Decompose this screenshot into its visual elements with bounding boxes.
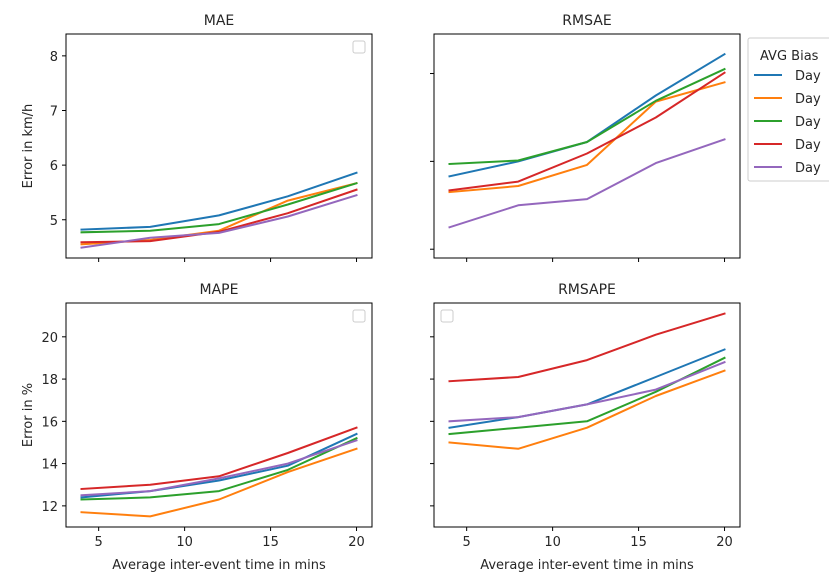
mape-title: MAPE: [200, 282, 239, 298]
rmsae-axes-frame: [433, 33, 741, 259]
mae-ytick-label: 5: [50, 214, 58, 229]
rmsape-xtick-label: 15: [630, 535, 647, 550]
rmsape-empty-legend: [440, 309, 454, 323]
mape-series-line-3: [80, 436, 358, 501]
rmsape-series-line-4: [448, 312, 726, 383]
mae-ytick-label: 6: [50, 159, 58, 174]
legend: AVG Bias Day Day Day Day Day: [747, 37, 829, 182]
rmsape-xlabel: Average inter-event time in mins: [480, 558, 694, 573]
mae-ylabel: Error in km/h: [21, 104, 36, 189]
legend-entry-label: Day: [795, 138, 821, 153]
mape-axes-frame: [65, 302, 373, 528]
mape-xlabel: Average inter-event time in mins: [112, 558, 326, 573]
rmsae-series-line-2: [448, 81, 726, 194]
rmsape-series-line-1: [448, 348, 726, 429]
rmsape-axes-frame: [433, 302, 741, 528]
subplot-mae: MAE 5 6 7 8 Error in km/h: [21, 13, 373, 262]
rmsape-xtick-label: 5: [463, 535, 471, 550]
mae-series-line-3: [80, 181, 358, 234]
mape-ytick-label: 14: [41, 458, 58, 473]
rmsape-series-line-2: [448, 369, 726, 450]
mape-series-line-2: [80, 447, 358, 518]
rmsae-series-line-5: [448, 138, 726, 229]
mape-xtick-label: 15: [262, 535, 279, 550]
rmsape-title: RMSAPE: [558, 282, 616, 298]
rmsape-series-line-3: [448, 356, 726, 436]
mae-series-line-5: [80, 193, 358, 249]
mape-ytick-label: 12: [41, 500, 58, 515]
rmsae-series-line-4: [448, 71, 726, 192]
legend-entry-label: Day: [795, 92, 821, 107]
legend-frame: [747, 37, 829, 182]
rmsae-title: RMSAE: [562, 13, 611, 29]
mape-xtick-label: 5: [95, 535, 103, 550]
legend-entry-label: Day: [795, 115, 821, 130]
subplot-rmsae: RMSAE: [430, 13, 741, 262]
legend-entries: Day Day Day Day Day: [754, 69, 821, 176]
legend-entry-label: Day: [795, 69, 821, 84]
mape-xtick-label: 10: [176, 535, 193, 550]
rmsape-xtick-label: 20: [716, 535, 733, 550]
mape-series-line-5: [80, 439, 358, 497]
mae-series-line-1: [80, 171, 358, 231]
mape-ytick-label: 18: [41, 373, 58, 388]
rmsape-series-line-5: [448, 360, 726, 423]
subplot-rmsape: RMSAPE 5 10 15 20 Average inter-event time in…: [430, 282, 741, 573]
mae-ytick-label: 7: [50, 104, 58, 119]
legend-entry-label: Day: [795, 161, 821, 176]
subplot-mape: MAPE 5 10 15 20 12 14 16 18 20 Error in % Average i…: [21, 282, 373, 573]
mape-ytick-label: 20: [41, 331, 58, 346]
mape-series-line-4: [80, 426, 358, 491]
rmsae-series-line-1: [448, 52, 726, 178]
mape-xtick-label: 20: [348, 535, 365, 550]
rmsape-xtick-label: 10: [544, 535, 561, 550]
mae-empty-legend: [352, 40, 366, 54]
legend-title: AVG Bias: [760, 49, 819, 64]
mape-ylabel: Error in %: [21, 383, 36, 447]
mae-ytick-label: 8: [50, 50, 58, 65]
rmsae-series-line-3: [448, 67, 726, 166]
mae-axes-frame: [65, 33, 373, 259]
mae-title: MAE: [204, 13, 235, 29]
mape-empty-legend: [352, 309, 366, 323]
mae-series-line-2: [80, 181, 358, 246]
mape-ytick-label: 16: [41, 415, 58, 430]
